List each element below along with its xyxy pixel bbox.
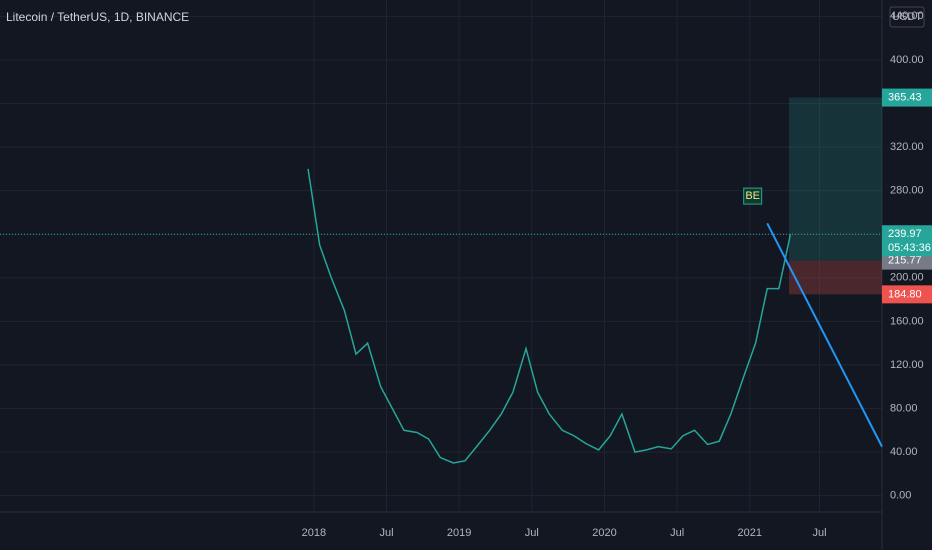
last-price-bg bbox=[882, 225, 932, 257]
y-tick-label: 440.00 bbox=[890, 10, 924, 22]
chart-title: Litecoin / TetherUS, 1D, BINANCE bbox=[6, 10, 189, 24]
y-tick-label: 320.00 bbox=[890, 141, 924, 153]
target-zone bbox=[789, 97, 882, 261]
y-tick-label: 120.00 bbox=[890, 359, 924, 371]
y-tick-label: 400.00 bbox=[890, 54, 924, 66]
countdown-label: 05:43:36 bbox=[888, 242, 931, 254]
currency-label[interactable]: USDT bbox=[892, 11, 922, 23]
last-price-label: 239.97 bbox=[888, 228, 922, 240]
annotation: BE bbox=[745, 190, 760, 202]
x-tick-label: 2019 bbox=[447, 527, 471, 539]
price-line bbox=[307, 168, 792, 464]
y-tick-label: 280.00 bbox=[890, 185, 924, 197]
x-tick-label: 2020 bbox=[592, 527, 616, 539]
currency-button[interactable] bbox=[889, 6, 925, 28]
target-price-label-bg bbox=[882, 88, 932, 107]
y-tick-label: 80.00 bbox=[890, 402, 918, 414]
x-tick-label: 2018 bbox=[302, 527, 326, 539]
y-tick-label: 0.00 bbox=[890, 490, 911, 502]
stop-price-label-bg bbox=[882, 285, 932, 304]
x-tick-label: 2021 bbox=[738, 527, 762, 539]
x-tick-label: Jul bbox=[670, 527, 684, 539]
target-price-label: 365.43 bbox=[888, 91, 922, 103]
entry-price-label: 215.77 bbox=[888, 255, 922, 267]
x-tick-label: Jul bbox=[525, 527, 539, 539]
x-tick-label: Jul bbox=[379, 527, 393, 539]
y-tick-label: 200.00 bbox=[890, 272, 924, 284]
stop-price-label: 184.80 bbox=[888, 288, 922, 300]
x-tick-label: Jul bbox=[812, 527, 826, 539]
trendline bbox=[766, 222, 883, 448]
y-tick-label: 40.00 bbox=[890, 446, 918, 458]
stop-zone bbox=[789, 260, 882, 295]
annotation-box bbox=[743, 187, 763, 205]
y-tick-label: 160.00 bbox=[890, 315, 924, 327]
